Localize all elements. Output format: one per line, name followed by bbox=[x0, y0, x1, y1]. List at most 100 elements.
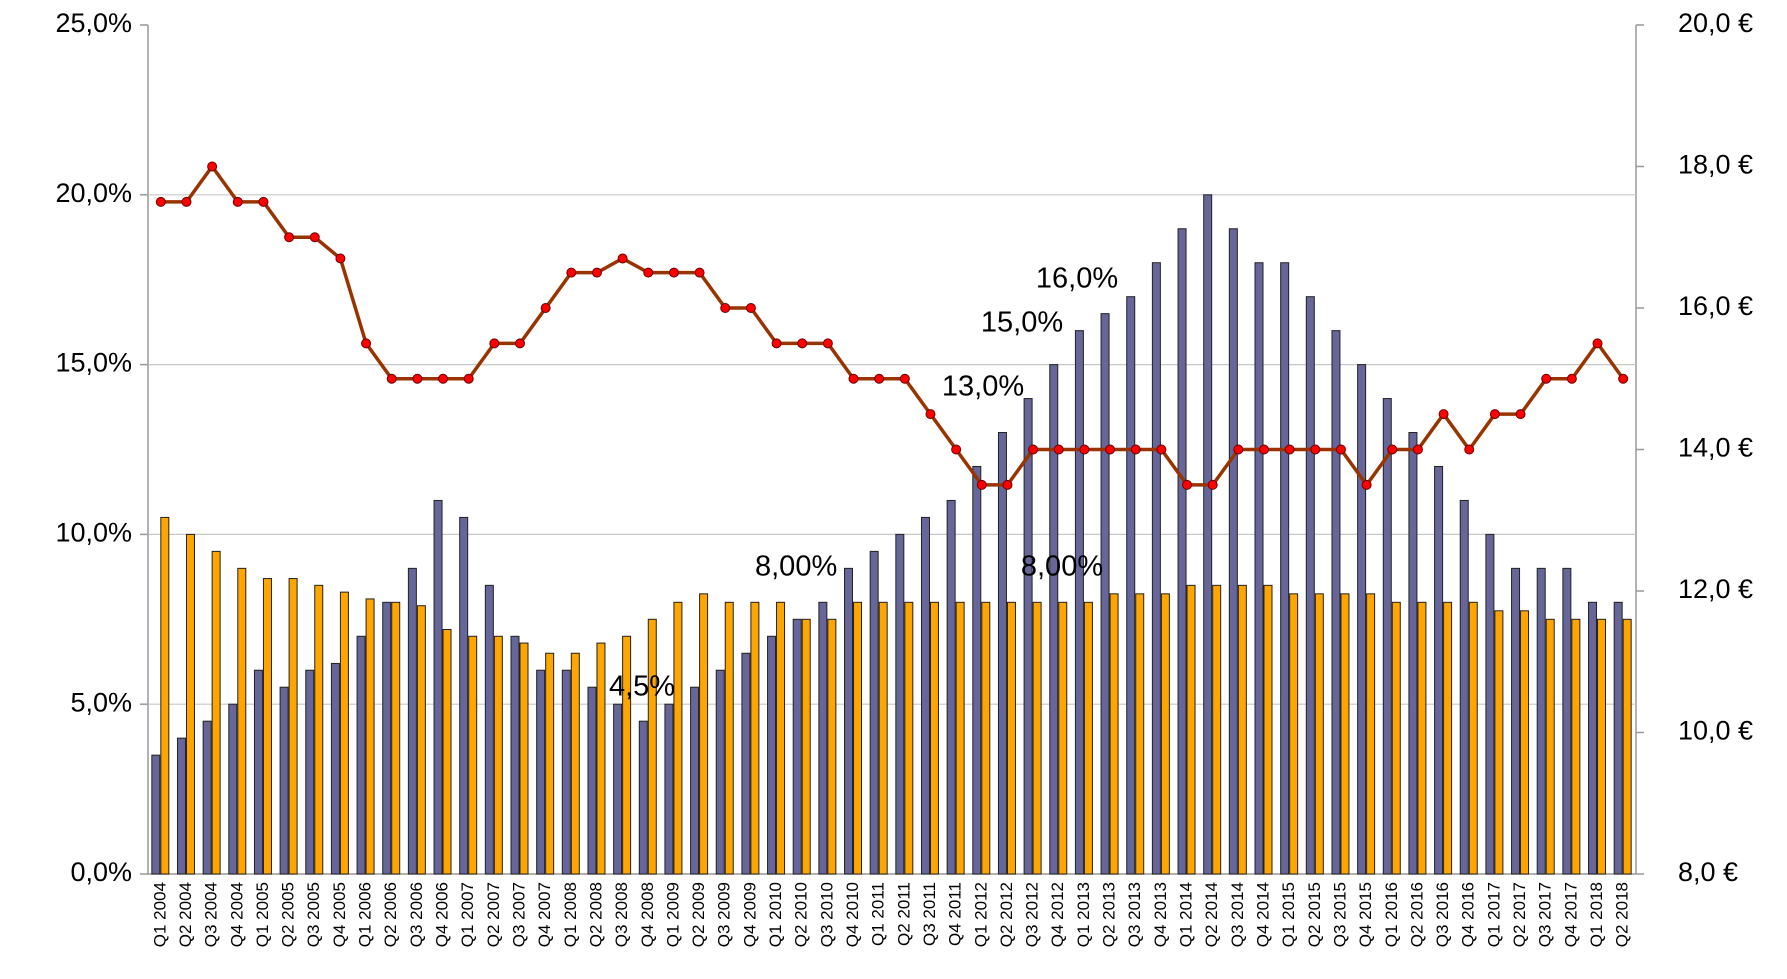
x-tick-label: Q2 2006 bbox=[381, 882, 400, 947]
x-tick-label: Q4 2004 bbox=[227, 882, 246, 947]
line-marker bbox=[1387, 444, 1398, 455]
x-tick-label: Q2 2013 bbox=[1100, 882, 1119, 947]
line-marker bbox=[438, 373, 449, 384]
bar bbox=[1468, 601, 1478, 875]
bar bbox=[1340, 593, 1350, 875]
x-tick-label: Q3 2010 bbox=[817, 882, 836, 947]
bar bbox=[955, 601, 965, 875]
line-marker bbox=[258, 196, 269, 207]
line-marker bbox=[1284, 444, 1295, 455]
annotation: 8,00% bbox=[1021, 551, 1103, 583]
bar bbox=[895, 533, 905, 875]
line-marker bbox=[1412, 444, 1423, 455]
bar bbox=[1613, 601, 1623, 875]
bar bbox=[1520, 610, 1530, 875]
bar bbox=[878, 601, 888, 875]
bar bbox=[981, 601, 991, 875]
bar bbox=[442, 628, 452, 875]
line-marker bbox=[1028, 444, 1039, 455]
bar bbox=[536, 669, 546, 875]
bar bbox=[1443, 601, 1453, 875]
x-tick-label: Q1 2007 bbox=[458, 882, 477, 947]
line-marker bbox=[1105, 444, 1116, 455]
x-tick-label: Q1 2006 bbox=[356, 882, 375, 947]
line-marker bbox=[566, 267, 577, 278]
line-marker bbox=[617, 253, 628, 264]
line-marker bbox=[1053, 444, 1064, 455]
x-tick-label: Q4 2010 bbox=[843, 882, 862, 947]
bar bbox=[1254, 262, 1264, 875]
x-tick-label: Q3 2015 bbox=[1330, 882, 1349, 947]
x-tick-label: Q3 2008 bbox=[612, 882, 631, 947]
x-tick-label: Q1 2012 bbox=[971, 882, 990, 947]
line-marker bbox=[1002, 479, 1013, 490]
line-marker bbox=[232, 196, 243, 207]
annotation: 15,0% bbox=[981, 307, 1063, 339]
bar bbox=[1597, 618, 1607, 875]
y2-tick-label: 10,0 € bbox=[1678, 716, 1753, 746]
bar bbox=[339, 591, 349, 875]
bar bbox=[314, 584, 324, 875]
bar bbox=[1083, 601, 1093, 875]
x-tick-label: Q1 2005 bbox=[253, 882, 272, 947]
line-marker bbox=[1489, 409, 1500, 420]
line-marker bbox=[771, 338, 782, 349]
bar bbox=[382, 601, 392, 875]
bar bbox=[1237, 584, 1247, 875]
x-tick-label: Q3 2011 bbox=[920, 882, 939, 946]
line-marker bbox=[643, 267, 654, 278]
line-marker bbox=[207, 161, 218, 172]
bar bbox=[561, 669, 571, 875]
bar bbox=[690, 686, 700, 875]
line-marker bbox=[1310, 444, 1321, 455]
line-marker bbox=[463, 373, 474, 384]
bar bbox=[741, 652, 751, 875]
bar bbox=[433, 499, 443, 875]
x-tick-label: Q4 2007 bbox=[535, 882, 554, 947]
bar bbox=[920, 516, 930, 875]
bar bbox=[792, 618, 802, 875]
x-tick-label: Q4 2016 bbox=[1459, 882, 1478, 947]
line-marker bbox=[976, 479, 987, 490]
bar bbox=[1049, 364, 1059, 875]
line-marker bbox=[1541, 373, 1552, 384]
x-tick-label: Q1 2013 bbox=[1074, 882, 1093, 947]
y-tick-label: 5,0% bbox=[70, 687, 132, 717]
bar bbox=[1391, 601, 1401, 875]
bar bbox=[647, 618, 657, 875]
bar bbox=[750, 601, 760, 875]
line-marker bbox=[515, 338, 525, 349]
bar bbox=[801, 618, 811, 875]
bar bbox=[202, 720, 212, 875]
x-tick-label: Q2 2004 bbox=[176, 882, 195, 947]
x-tick-label: Q1 2016 bbox=[1382, 882, 1401, 947]
bar bbox=[844, 567, 854, 875]
x-tick-label: Q4 2015 bbox=[1356, 882, 1375, 947]
bar bbox=[1058, 601, 1068, 875]
bar bbox=[1588, 601, 1598, 875]
x-tick-label: Q1 2011 bbox=[869, 882, 888, 946]
bar bbox=[211, 550, 221, 875]
x-tick-label: Q2 2017 bbox=[1510, 882, 1529, 947]
x-tick-label: Q2 2011 bbox=[894, 882, 913, 946]
bar bbox=[330, 662, 340, 875]
bar bbox=[715, 669, 725, 875]
bar bbox=[160, 516, 170, 875]
y2-tick-label: 18,0 € bbox=[1678, 150, 1753, 180]
bar bbox=[929, 601, 939, 875]
y-tick-label: 10,0% bbox=[55, 518, 132, 548]
line bbox=[160, 163, 1625, 488]
bar bbox=[1382, 398, 1392, 875]
bar bbox=[253, 669, 263, 875]
bar bbox=[767, 635, 777, 875]
x-tick-label: Q4 2011 bbox=[946, 882, 965, 946]
bar bbox=[365, 598, 375, 875]
bar bbox=[1109, 593, 1119, 875]
bar bbox=[185, 533, 195, 875]
x-tick-label: Q3 2004 bbox=[202, 882, 221, 947]
bar bbox=[1408, 432, 1418, 875]
y-tick-label: 25,0% bbox=[55, 8, 132, 38]
bar bbox=[1212, 584, 1222, 875]
bar bbox=[570, 652, 580, 875]
